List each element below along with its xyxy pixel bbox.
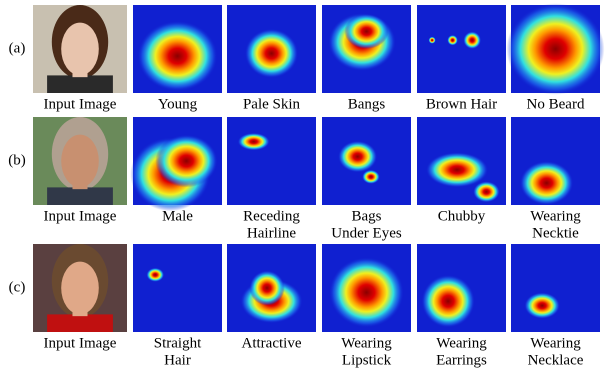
- heat-blob: [237, 132, 270, 151]
- caption: Pale Skin: [243, 96, 301, 112]
- heat-blob: [338, 140, 378, 173]
- caption: Brown Hair: [426, 96, 497, 112]
- heat-blob: [421, 274, 475, 328]
- row-label: (c): [9, 279, 26, 295]
- heat-blob: [344, 13, 389, 49]
- row-label: (b): [8, 152, 26, 168]
- caption: Hair: [164, 352, 191, 368]
- heat-blob: [524, 292, 560, 319]
- body: [47, 187, 113, 205]
- heat-blob: [146, 267, 165, 282]
- heat-blob: [519, 161, 574, 205]
- heat-blob: [244, 28, 299, 79]
- caption: Necklace: [528, 352, 584, 368]
- caption: Male: [162, 208, 193, 224]
- caption: Wearing: [341, 335, 392, 351]
- caption: Bags: [352, 208, 382, 224]
- caption: Wearing: [436, 335, 487, 351]
- caption: Input Image: [44, 96, 117, 112]
- caption: Wearing: [530, 208, 581, 224]
- heatmap: [417, 5, 506, 93]
- heat-blob: [447, 34, 458, 46]
- heat-blob: [362, 169, 380, 184]
- heat-blob: [428, 36, 436, 44]
- heat-blob: [329, 257, 404, 328]
- caption: Straight: [154, 335, 202, 351]
- neck: [72, 68, 88, 78]
- heat-blob: [506, 3, 605, 95]
- heat-blob: [137, 20, 218, 92]
- heat-blob: [473, 181, 500, 203]
- face: [61, 261, 99, 315]
- body: [47, 75, 113, 93]
- heat-blob: [463, 31, 482, 49]
- caption: Lipstick: [342, 352, 392, 368]
- neck: [72, 307, 88, 317]
- caption: Bangs: [348, 96, 386, 112]
- heat-blob: [249, 270, 285, 306]
- caption: No Beard: [527, 96, 585, 112]
- caption: Young: [158, 96, 198, 112]
- caption: Necktie: [532, 225, 579, 241]
- heatmap: [227, 117, 316, 205]
- caption: Receding: [243, 208, 300, 224]
- heat-blob: [425, 152, 489, 188]
- heatmap: [511, 244, 600, 332]
- caption: Input Image: [44, 335, 117, 351]
- heatmap: [133, 244, 222, 332]
- face: [61, 134, 99, 188]
- caption: Attractive: [242, 335, 302, 351]
- body: [47, 314, 113, 332]
- face: [61, 22, 99, 76]
- caption: Under Eyes: [331, 225, 402, 241]
- row-label: (a): [9, 40, 26, 56]
- caption: Input Image: [44, 208, 117, 224]
- heat-blob: [155, 134, 218, 188]
- caption: Wearing: [530, 335, 581, 351]
- neck: [72, 180, 88, 190]
- caption: Hairline: [247, 225, 296, 241]
- caption: Earrings: [436, 352, 487, 368]
- caption: Chubby: [438, 208, 486, 224]
